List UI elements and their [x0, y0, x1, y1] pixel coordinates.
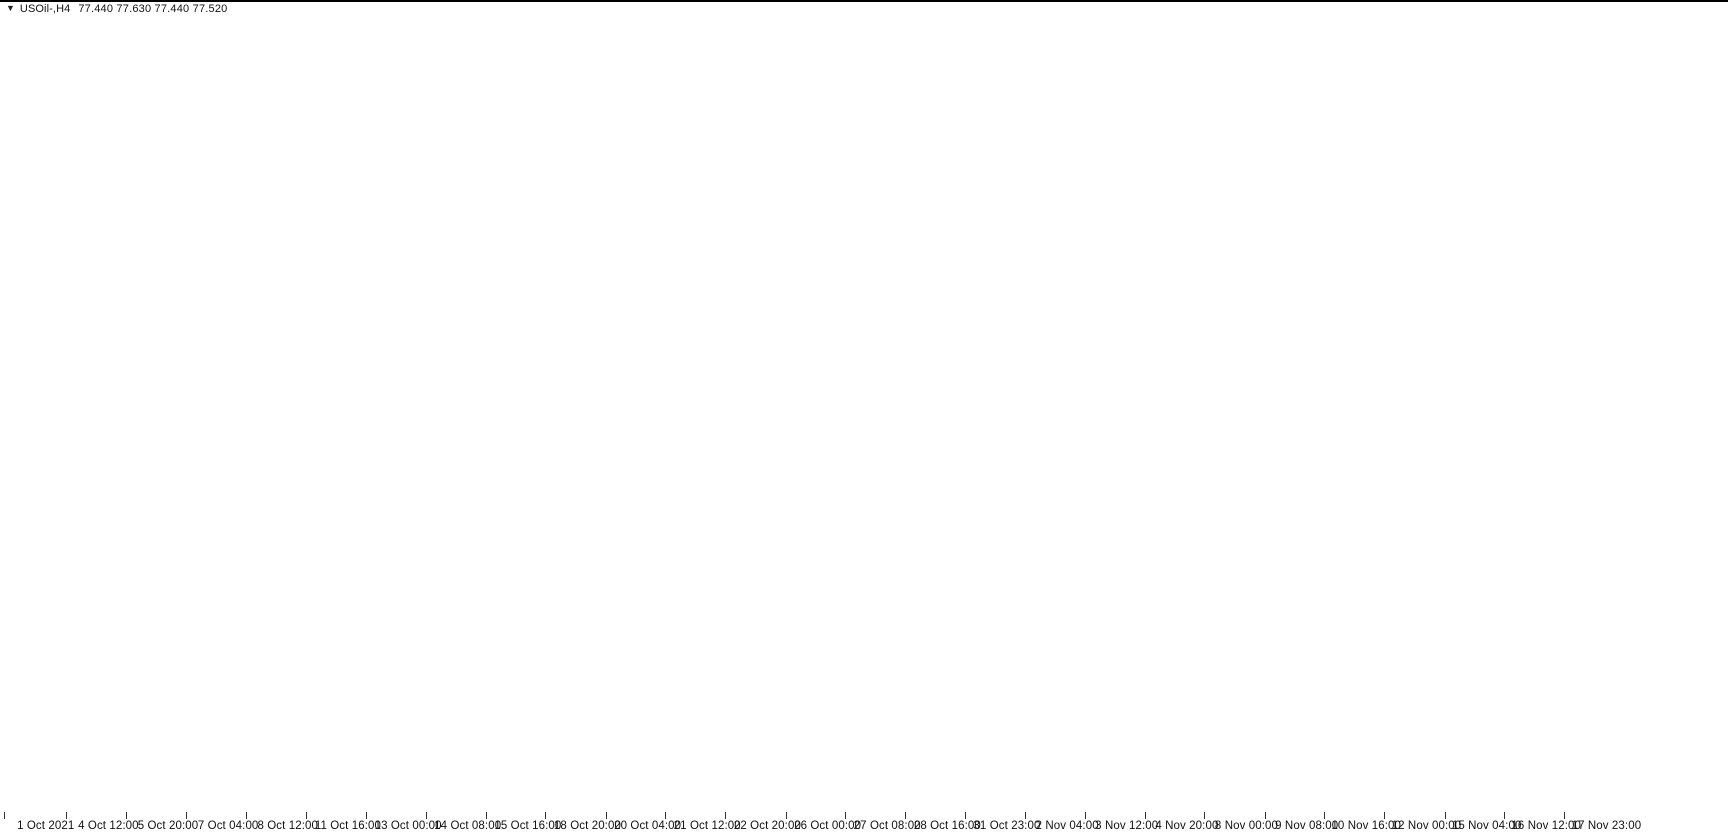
time-axis-tick	[725, 812, 727, 819]
time-axis-label: 4 Oct 12:00	[78, 820, 139, 832]
time-axis-label: 8 Oct 12:00	[257, 820, 319, 832]
time-axis-tick	[305, 812, 307, 819]
time-axis-label: 20 Oct 04:00	[614, 820, 682, 832]
ohlc-values: 77.440 77.630 77.440 77.520	[78, 2, 228, 15]
time-axis-tick	[1144, 812, 1146, 819]
time-axis-tick	[665, 812, 667, 819]
chevron-down-icon[interactable]: ▼	[6, 3, 15, 13]
time-axis-tick	[1204, 812, 1206, 819]
time-axis-label: 5 Oct 20:00	[137, 820, 199, 832]
time-axis-label: 10 Nov 16:00	[1331, 820, 1402, 832]
symbol-label: USOil-,H4	[19, 2, 71, 15]
time-axis-label: 2 Nov 04:00	[1035, 820, 1099, 832]
time-axis-tick	[3, 812, 5, 819]
time-axis-label: 12 Nov 00:00	[1391, 820, 1462, 832]
time-axis-label: 11 Oct 16:00	[314, 820, 382, 832]
time-axis-tick	[1264, 812, 1266, 819]
time-axis-tick	[964, 812, 966, 819]
time-axis-label: 13 Oct 00:00	[374, 820, 442, 832]
time-axis-tick	[485, 812, 487, 819]
time-axis-label: 16 Nov 12:00	[1511, 820, 1582, 832]
time-axis-tick	[1444, 812, 1446, 819]
time-axis-tick	[1384, 812, 1386, 819]
time-axis-tick	[1504, 812, 1506, 819]
time-axis-label: 17 Nov 23:00	[1571, 820, 1642, 832]
time-axis-label: 7 Oct 04:00	[197, 820, 259, 832]
time-axis-label: 22 Oct 20:00	[733, 820, 801, 832]
time-axis-tick	[785, 812, 787, 819]
time-axis-label: 14 Oct 08:00	[434, 820, 502, 832]
time-axis-tick	[905, 812, 907, 819]
time-axis-label: 15 Oct 16:00	[494, 820, 562, 832]
time-axis-label: 18 Oct 20:00	[553, 820, 621, 832]
time-axis-label: 31 Oct 23:00	[973, 820, 1041, 832]
time-axis-tick	[245, 812, 247, 819]
time-axis-tick	[66, 812, 68, 819]
time-axis-tick	[125, 812, 127, 819]
time-axis-label: 9 Nov 08:00	[1275, 820, 1339, 832]
time-axis-tick	[1564, 812, 1566, 819]
window-top-rule	[0, 0, 1728, 2]
time-axis-label: 3 Nov 12:00	[1095, 820, 1159, 832]
time-axis-label: 15 Nov 04:00	[1451, 820, 1522, 832]
time-axis-tick	[425, 812, 427, 819]
time-axis-tick	[545, 812, 547, 819]
time-axis-tick	[366, 812, 368, 819]
time-axis-tick	[1025, 812, 1027, 819]
time-axis-label: 26 Oct 00:00	[794, 820, 862, 832]
symbol-info-bar[interactable]: ▼ USOil-,H4 77.440 77.630 77.440 77.520	[0, 2, 1728, 15]
time-axis-label: 28 Oct 16:00	[913, 820, 981, 832]
time-axis[interactable]: 1 Oct 2021 4 Oct 12:00 5 Oct 20:00 7 Oct 04…	[0, 812, 1728, 840]
time-axis-label: 21 Oct 12:00	[673, 820, 741, 832]
time-axis-label: 8 Nov 00:00	[1214, 820, 1279, 832]
time-axis-label: 1 Oct 2021	[17, 820, 75, 832]
time-axis-tick	[605, 812, 607, 819]
time-axis-tick	[1084, 812, 1086, 819]
time-axis-tick	[845, 812, 847, 819]
time-axis-label: 27 Oct 08:00	[853, 820, 921, 832]
time-axis-label: 4 Nov 20:00	[1155, 820, 1219, 832]
time-axis-tick	[186, 812, 188, 819]
time-axis-tick	[1324, 812, 1326, 819]
